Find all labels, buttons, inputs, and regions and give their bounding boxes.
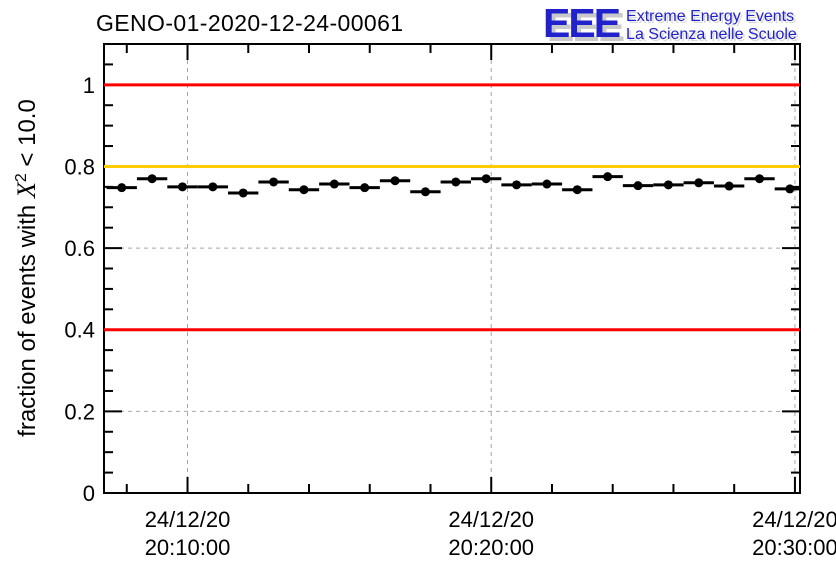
x-tick-label-time: 20:30:00 <box>752 535 836 560</box>
x-tick-label-date: 24/12/20 <box>448 507 534 532</box>
data-point <box>269 177 279 187</box>
data-point <box>663 180 673 190</box>
data-point <box>238 188 248 198</box>
data-point <box>724 181 734 191</box>
y-tick-label: 0.2 <box>64 399 95 424</box>
logo-subtitle-line2: La Scienza nelle Scuole <box>626 26 797 43</box>
x-tick-label-time: 20:20:00 <box>448 535 534 560</box>
data-point <box>633 181 643 191</box>
data-point <box>147 174 157 184</box>
data-point <box>208 182 218 192</box>
y-tick-label: 0.6 <box>64 236 95 261</box>
plot-frame <box>103 43 801 494</box>
data-point <box>451 177 461 187</box>
data-point <box>329 179 339 189</box>
data-point <box>420 187 430 197</box>
eee-logo-subtitle: Extreme Energy Events La Scienza nelle S… <box>626 4 797 44</box>
y-tick-label: 0.4 <box>64 318 95 343</box>
data-point <box>117 183 127 193</box>
data-point <box>299 185 309 195</box>
y-tick-label: 0 <box>83 481 95 506</box>
data-point <box>542 179 552 189</box>
plot-title: GENO-01-2020-12-24-00061 <box>96 10 404 36</box>
data-point <box>512 180 522 190</box>
data-point <box>785 184 795 194</box>
data-point <box>390 176 400 186</box>
logo-subtitle-line1: Extreme Energy Events <box>626 8 795 25</box>
eee-logo: EEE Extreme Energy Events La Scienza nel… <box>543 0 797 46</box>
data-point <box>603 172 613 182</box>
y-tick-label: 1 <box>83 73 95 98</box>
eee-logo-acronym: EEE <box>543 0 621 46</box>
data-point <box>572 185 582 195</box>
y-tick-label: 0.8 <box>64 154 95 179</box>
x-tick-label-date: 24/12/20 <box>752 507 836 532</box>
data-point <box>755 174 765 184</box>
data-point <box>481 174 491 184</box>
data-point <box>694 178 704 188</box>
x-tick-label-time: 20:10:00 <box>145 535 231 560</box>
x-tick-label-date: 24/12/20 <box>145 507 231 532</box>
data-point <box>360 183 370 193</box>
data-point <box>177 182 187 192</box>
